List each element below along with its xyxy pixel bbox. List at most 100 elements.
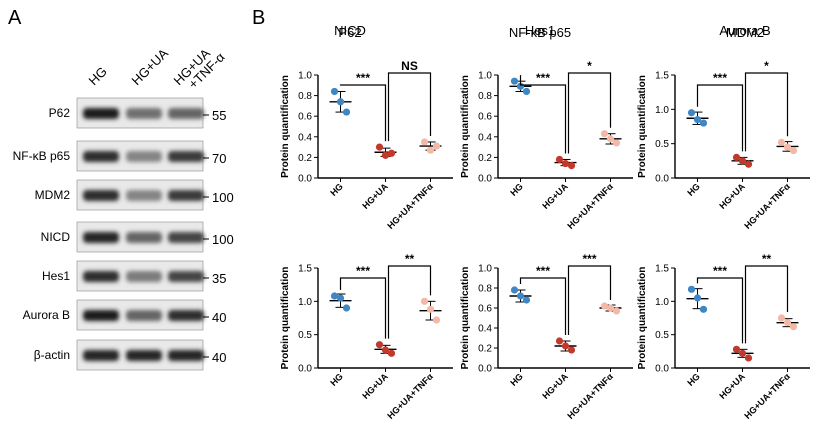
x-category-label: HG+UA bbox=[360, 181, 390, 211]
x-category-label: HG bbox=[508, 371, 525, 388]
sig-label: *** bbox=[582, 252, 596, 266]
data-point bbox=[600, 302, 609, 310]
chart-title: NF-κB p65 bbox=[509, 25, 571, 40]
data-point bbox=[732, 153, 741, 161]
x-category-label: HG+UA+TNFα bbox=[742, 371, 792, 421]
y-tick-label: 0.6 bbox=[478, 112, 492, 123]
data-point bbox=[375, 143, 384, 151]
blot-row-p62: P62 55 bbox=[49, 97, 226, 129]
y-tick-label: 0.0 bbox=[478, 364, 492, 375]
blot-band bbox=[168, 151, 204, 162]
y-tick-label: 0.5 bbox=[298, 330, 312, 341]
chart-title: P62 bbox=[338, 25, 361, 40]
blot-row-hes1: Hes1 35 bbox=[42, 260, 226, 292]
x-category-label: HG+UA bbox=[717, 371, 747, 401]
data-point bbox=[555, 155, 564, 164]
y-tick-label: 0.4 bbox=[478, 132, 492, 143]
data-point bbox=[687, 285, 696, 293]
mw-label: 40 bbox=[212, 350, 226, 365]
data-point bbox=[516, 292, 525, 300]
data-point bbox=[783, 143, 792, 151]
data-point bbox=[777, 314, 786, 322]
sig-bracket bbox=[387, 72, 432, 142]
x-category-label: HG+UA bbox=[717, 181, 747, 211]
y-tick-label: 0.5 bbox=[655, 330, 669, 341]
data-point bbox=[744, 160, 753, 168]
sig-label: *** bbox=[713, 71, 727, 85]
y-axis-label: Protein quantification bbox=[460, 75, 471, 178]
y-axis-label: Protein quantification bbox=[637, 75, 648, 178]
y-tick-label: 1.0 bbox=[298, 297, 312, 308]
sig-label: * bbox=[587, 59, 592, 73]
data-point bbox=[600, 130, 609, 138]
data-point bbox=[432, 316, 441, 324]
lane-label-text: HG bbox=[86, 64, 110, 88]
data-point bbox=[342, 108, 351, 116]
sig-bracket bbox=[696, 84, 744, 152]
sig-label: *** bbox=[356, 264, 370, 278]
data-point bbox=[420, 138, 429, 146]
data-point bbox=[522, 296, 531, 304]
blot-band bbox=[126, 190, 162, 201]
blot-band bbox=[168, 310, 204, 321]
y-tick-label: 0.2 bbox=[478, 153, 492, 164]
x-category-label: HG+UA+TNFα bbox=[385, 371, 435, 421]
protein-label: Aurora B bbox=[23, 308, 70, 322]
data-point bbox=[699, 119, 708, 127]
y-tick-label: 0.8 bbox=[298, 91, 312, 102]
mw-label: 35 bbox=[212, 271, 226, 286]
y-tick-label: 0.0 bbox=[655, 174, 669, 185]
lane-label-1: HG+UA bbox=[129, 45, 172, 88]
protein-label: MDM2 bbox=[35, 188, 71, 202]
data-point bbox=[375, 341, 384, 349]
x-category-label: HG bbox=[328, 181, 345, 198]
data-point bbox=[387, 349, 396, 357]
data-point bbox=[426, 146, 435, 154]
western-blot: HG HG+UA HG+UA+TNF-α P62 55 NF-κB p65 70 MDM2 10… bbox=[13, 45, 234, 371]
y-axis-label: Protein quantification bbox=[637, 267, 648, 370]
mw-label: 100 bbox=[212, 232, 234, 247]
y-axis-label: Protein quantification bbox=[460, 267, 471, 370]
data-point bbox=[612, 139, 621, 147]
data-point bbox=[606, 304, 615, 312]
y-tick-label: 1.0 bbox=[478, 264, 492, 275]
chart-p62: P62 0.0 0.2 0.4 0.6 0.8 1.0 Protein quantificat… bbox=[280, 25, 453, 231]
sig-bracket bbox=[696, 277, 744, 344]
panel-label-a: A bbox=[8, 7, 22, 29]
data-point bbox=[432, 142, 441, 150]
chart-title: NICD bbox=[334, 23, 366, 38]
blot-row-mdm2: MDM2 100 bbox=[35, 179, 234, 211]
sig-bracket bbox=[387, 265, 432, 339]
x-category-label: HG+UA bbox=[360, 371, 390, 401]
blot-band bbox=[83, 151, 119, 162]
blot-band bbox=[83, 190, 119, 201]
blot-band bbox=[126, 310, 162, 321]
data-point bbox=[699, 305, 708, 313]
sig-label: * bbox=[764, 59, 769, 73]
data-point bbox=[381, 346, 390, 354]
data-point bbox=[555, 337, 564, 345]
data-point bbox=[789, 323, 798, 331]
blot-band bbox=[126, 350, 162, 361]
sig-bracket bbox=[567, 72, 612, 154]
blot-band bbox=[126, 108, 162, 119]
sig-bracket bbox=[744, 72, 789, 152]
blot-band bbox=[83, 310, 119, 321]
blot-band bbox=[83, 271, 119, 282]
x-category-label: HG bbox=[685, 371, 702, 388]
data-point bbox=[342, 304, 351, 312]
chart-title: Aurora B bbox=[719, 23, 770, 38]
protein-label: NF-κB p65 bbox=[13, 149, 71, 163]
y-tick-label: 0.0 bbox=[478, 174, 492, 185]
lane-label-text: HG+UA bbox=[129, 45, 172, 88]
x-category-label: HG bbox=[508, 181, 525, 198]
mw-label: 40 bbox=[212, 310, 226, 325]
y-axis-label: Protein quantification bbox=[280, 267, 291, 370]
protein-label: NICD bbox=[41, 230, 71, 244]
data-point bbox=[687, 109, 696, 117]
data-point bbox=[561, 342, 570, 350]
data-point bbox=[693, 294, 702, 302]
y-tick-label: 1.0 bbox=[655, 105, 669, 116]
